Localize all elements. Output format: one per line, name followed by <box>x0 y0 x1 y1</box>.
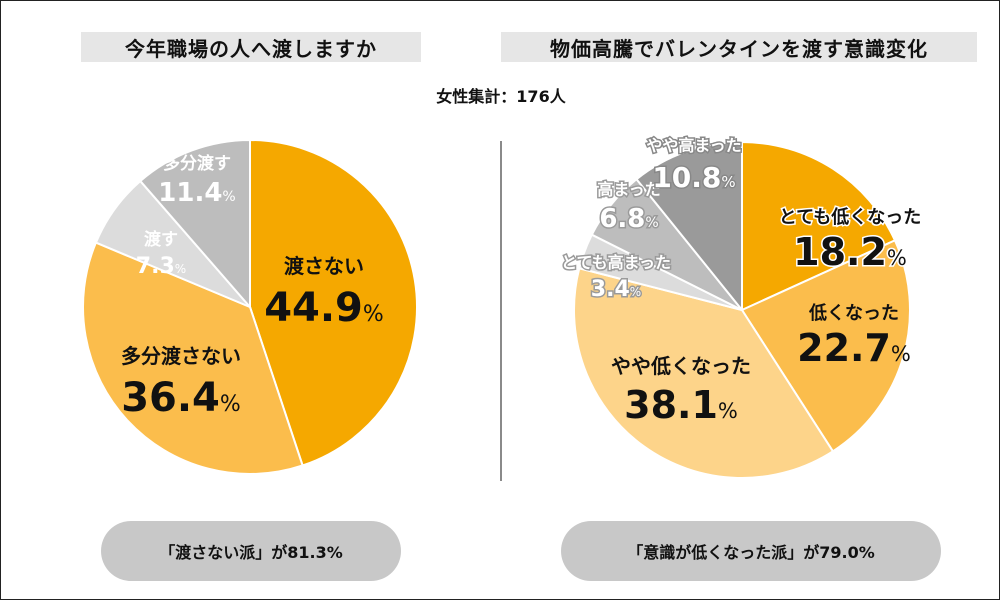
slice-value: 3.4% <box>591 277 641 302</box>
slice-value: 11.4% <box>158 178 235 208</box>
chart-title-left: 今年職場の人へ渡しますか <box>81 32 421 62</box>
slice-value: 6.8% <box>599 204 658 234</box>
pie-slice <box>741 140 897 312</box>
slice-label: 多分渡す <box>163 153 231 174</box>
slice-value: 36.4% <box>121 375 241 421</box>
slice-label: とても高まった <box>561 253 671 272</box>
sample-size-label: 女性集計：176人 <box>436 87 566 106</box>
pie-slice <box>740 239 911 453</box>
slice-value: 7.3% <box>136 254 186 279</box>
slice-label: 渡す <box>144 229 178 250</box>
center-divider <box>500 141 502 481</box>
slice-value: 22.7% <box>797 326 911 370</box>
slice-label: 渡さない <box>284 254 364 278</box>
slice-value: 18.2% <box>793 230 907 274</box>
summary-pill-right: 「意識が低くなった派」が79.0% <box>561 521 941 581</box>
pie-slice <box>635 140 743 313</box>
slice-label: とても低くなった <box>779 206 922 228</box>
slice-label: 多分渡さない <box>121 344 241 368</box>
chart-title-right: 物価高騰でバレンタインを渡す意識変化 <box>501 32 977 62</box>
slice-label: やや高まった <box>646 136 741 155</box>
summary-pill-left: 「渡さない派」が81.3% <box>101 521 401 581</box>
pie-slice <box>249 138 418 467</box>
slice-value: 38.1% <box>624 383 738 427</box>
slice-value: 44.9% <box>264 285 384 331</box>
pie-slice <box>138 138 251 310</box>
slice-label: 高まった <box>597 180 660 199</box>
pie-slice <box>82 241 304 475</box>
slice-value: 10.8% <box>652 161 735 194</box>
pie-slice <box>573 267 835 479</box>
slice-label: 低くなった <box>808 302 899 324</box>
slice-label: やや低くなった <box>611 354 751 378</box>
pie-chart-workplace-giving: 渡さない 44.9% 多分渡さない 36.4% 渡す 7.3% 多分渡す 11.4% <box>82 138 418 475</box>
